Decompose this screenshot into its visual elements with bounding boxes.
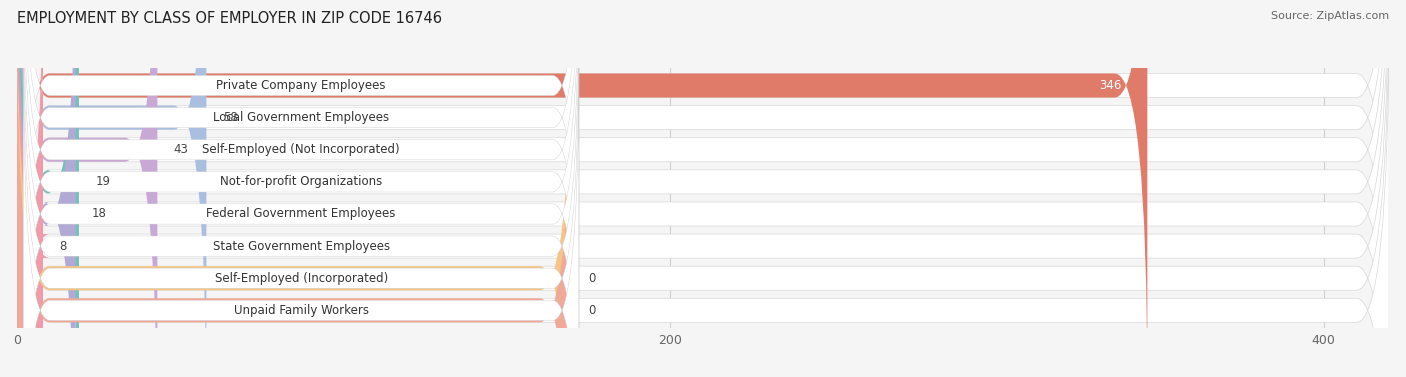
Text: Self-Employed (Not Incorporated): Self-Employed (Not Incorporated) [202, 143, 399, 156]
Text: Local Government Employees: Local Government Employees [214, 111, 389, 124]
FancyBboxPatch shape [17, 0, 76, 377]
Text: 8: 8 [59, 240, 66, 253]
FancyBboxPatch shape [17, 0, 1147, 377]
FancyBboxPatch shape [17, 0, 1389, 377]
FancyBboxPatch shape [17, 0, 1389, 377]
Text: 18: 18 [91, 207, 107, 221]
Text: Private Company Employees: Private Company Employees [217, 79, 385, 92]
FancyBboxPatch shape [24, 0, 579, 377]
Text: Self-Employed (Incorporated): Self-Employed (Incorporated) [215, 272, 388, 285]
Text: Federal Government Employees: Federal Government Employees [207, 207, 396, 221]
Text: 346: 346 [1099, 79, 1121, 92]
FancyBboxPatch shape [24, 0, 579, 365]
FancyBboxPatch shape [24, 0, 579, 377]
Text: 58: 58 [222, 111, 238, 124]
FancyBboxPatch shape [17, 0, 207, 377]
Text: Unpaid Family Workers: Unpaid Family Workers [233, 304, 368, 317]
Text: EMPLOYMENT BY CLASS OF EMPLOYER IN ZIP CODE 16746: EMPLOYMENT BY CLASS OF EMPLOYER IN ZIP C… [17, 11, 441, 26]
FancyBboxPatch shape [24, 63, 579, 377]
FancyBboxPatch shape [24, 31, 579, 377]
Text: State Government Employees: State Government Employees [212, 240, 389, 253]
FancyBboxPatch shape [24, 0, 579, 377]
FancyBboxPatch shape [17, 1, 572, 377]
FancyBboxPatch shape [24, 0, 579, 377]
FancyBboxPatch shape [10, 0, 49, 377]
FancyBboxPatch shape [17, 0, 572, 377]
FancyBboxPatch shape [24, 0, 579, 333]
Text: 0: 0 [589, 272, 596, 285]
Text: Source: ZipAtlas.com: Source: ZipAtlas.com [1271, 11, 1389, 21]
Text: 0: 0 [589, 304, 596, 317]
FancyBboxPatch shape [17, 0, 1389, 377]
FancyBboxPatch shape [17, 0, 1389, 377]
Text: 19: 19 [96, 175, 110, 188]
Text: 43: 43 [174, 143, 188, 156]
FancyBboxPatch shape [17, 0, 157, 377]
FancyBboxPatch shape [17, 0, 79, 377]
FancyBboxPatch shape [17, 1, 1389, 377]
Text: Not-for-profit Organizations: Not-for-profit Organizations [219, 175, 382, 188]
FancyBboxPatch shape [17, 0, 1389, 377]
FancyBboxPatch shape [17, 0, 1389, 377]
FancyBboxPatch shape [17, 0, 1389, 377]
